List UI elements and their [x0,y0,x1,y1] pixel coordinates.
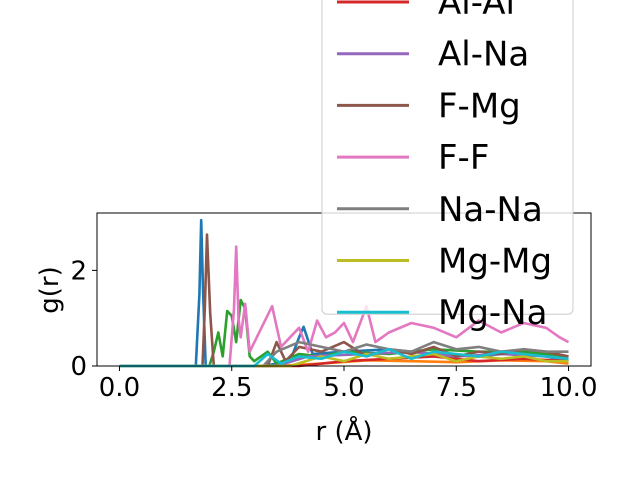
legend-label: Mg-Na [438,293,547,333]
plot-lines [119,218,570,368]
x-tick-label: 5.0 [323,373,364,403]
series-line-6 [119,245,570,368]
x-tick-label: 0.0 [99,373,140,403]
legend-label: Na-Na [438,190,543,230]
y-tick-label: 0 [70,352,87,382]
series-line-7 [119,340,569,368]
legend-label: F-F [438,138,489,178]
legend-label: Al-Na [438,35,529,75]
legend-label: Al-Al [438,0,515,23]
y-axis-label: g(r) [35,266,65,313]
x-tick-label: 10.0 [540,373,598,403]
y-tick-label: 2 [70,256,87,286]
y-axis-ticks: 02 [70,256,97,382]
x-tick-label: 2.5 [211,373,252,403]
legend: Al-Al Al-Na F-Mg F-F Na-Na Mg-Mg Mg-Na [321,0,574,333]
legend-box [321,0,574,315]
legend-label: F-Mg [438,86,521,126]
x-axis-label: r (Å) [315,415,372,447]
x-axis-ticks: 0.0 2.5 5.0 7.5 10.0 [99,366,598,403]
x-tick-label: 7.5 [436,373,477,403]
series-line-9 [119,347,569,368]
legend-label: Mg-Mg [438,242,552,282]
